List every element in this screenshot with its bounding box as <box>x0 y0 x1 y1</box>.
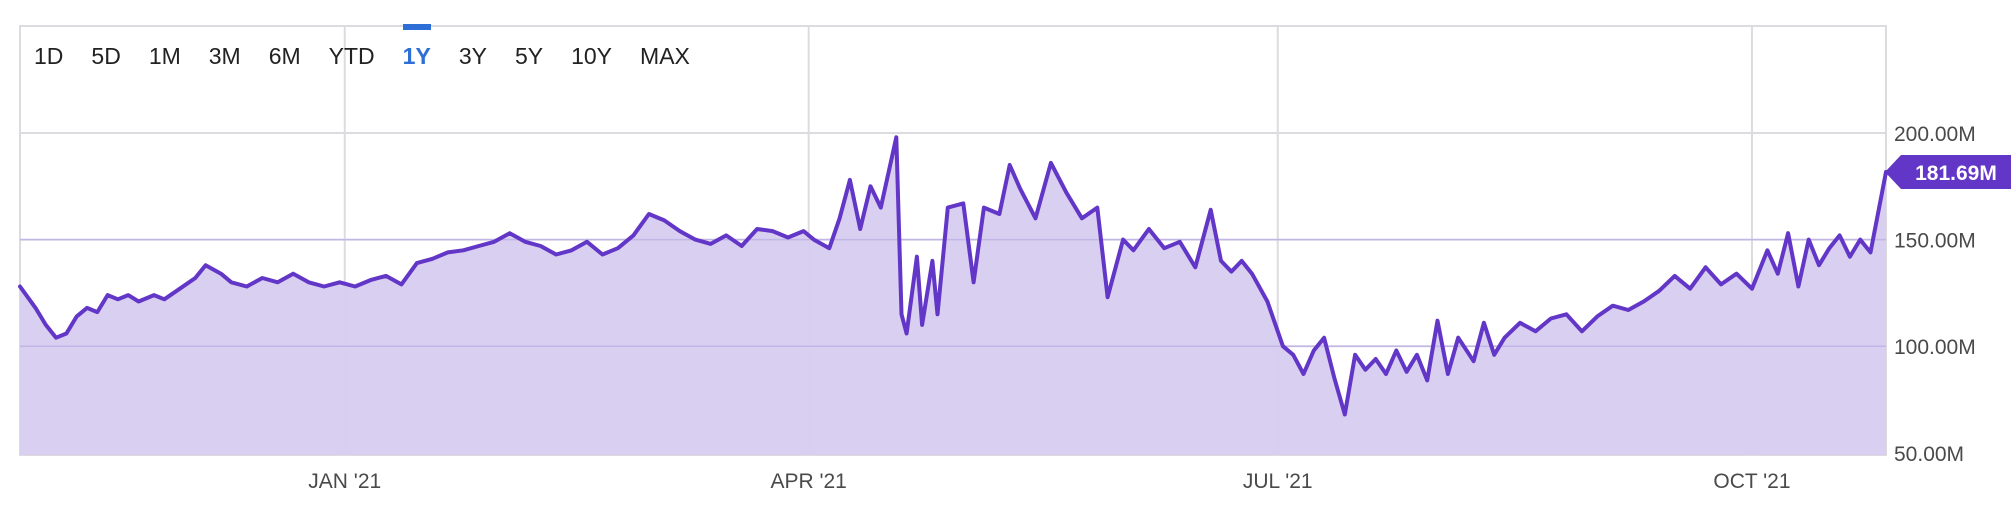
range-tab-1d[interactable]: 1D <box>34 43 64 69</box>
x-tick-label: JUL '21 <box>1243 470 1313 493</box>
series-area <box>20 137 1886 456</box>
x-tick-label: JAN '21 <box>308 470 381 493</box>
range-tab-1m[interactable]: 1M <box>148 43 181 69</box>
y-tick-label: 100.00M <box>1894 336 1976 359</box>
x-tick-label: OCT '21 <box>1713 470 1790 493</box>
range-tab-5d[interactable]: 5D <box>91 43 121 69</box>
y-tick-label: 200.00M <box>1894 123 1976 146</box>
series-line <box>18 135 1888 417</box>
range-tab-max[interactable]: MAX <box>640 43 690 69</box>
range-tab-10y[interactable]: 10Y <box>571 43 613 69</box>
range-tab-6m[interactable]: 6M <box>268 43 301 69</box>
last-value-label: 181.69M <box>1915 162 1997 185</box>
range-tab-3y[interactable]: 3Y <box>458 43 487 69</box>
last-value-badge <box>1885 155 2011 190</box>
range-tab-1y[interactable]: 1Y <box>389 24 445 86</box>
x-tick-label: APR '21 <box>770 470 846 493</box>
range-selector: 1D 5D 1M 3M 6M YTD 1Y 3Y 5Y 10Y MAX <box>20 24 704 86</box>
y-tick-label: 150.00M <box>1894 230 1976 253</box>
range-tab-3m[interactable]: 3M <box>208 43 241 69</box>
y-tick-label: 50.00M <box>1894 443 1964 466</box>
range-tab-5y[interactable]: 5Y <box>514 43 544 69</box>
range-tab-ytd[interactable]: YTD <box>328 43 375 69</box>
